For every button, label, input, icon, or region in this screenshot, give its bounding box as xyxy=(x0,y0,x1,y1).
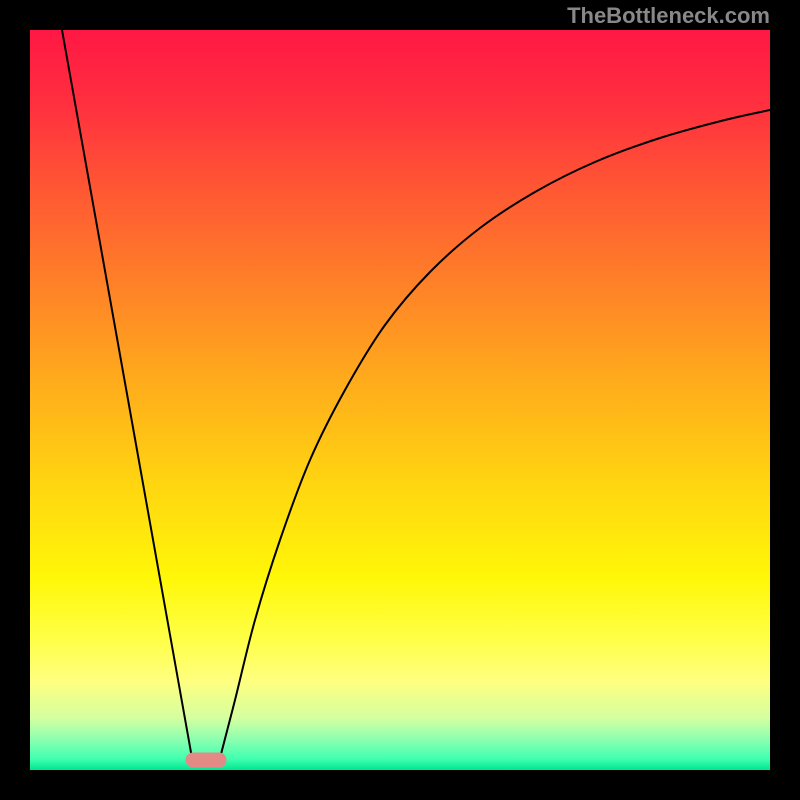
optimal-marker xyxy=(186,753,226,767)
chart-container: TheBottleneck.com xyxy=(0,0,800,800)
watermark-text: TheBottleneck.com xyxy=(567,3,770,29)
plot-area xyxy=(30,30,770,770)
curve-overlay xyxy=(30,30,770,770)
curve-right-branch xyxy=(220,110,770,758)
curve-left-branch xyxy=(62,30,192,758)
